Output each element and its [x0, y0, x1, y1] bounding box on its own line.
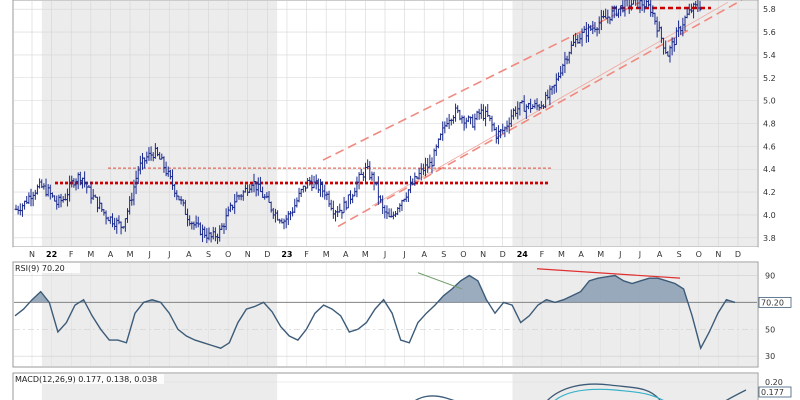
- date-tick-label: 24: [517, 250, 529, 259]
- price-tick-label: 4.6: [763, 142, 776, 151]
- macd-value-label: 0.177: [761, 388, 784, 397]
- macd-title: MACD(12,26,9) 0.177, 0.138, 0.038: [15, 375, 157, 384]
- date-tick-label: M: [362, 250, 369, 259]
- date-tick-label: J: [167, 250, 170, 259]
- price-tick-label: 4.0: [763, 211, 776, 220]
- rsi-tick-label: 30: [765, 352, 775, 361]
- date-tick-label: J: [147, 250, 150, 259]
- macd-value-tag: [758, 386, 792, 398]
- date-tick-label: A: [186, 250, 192, 259]
- price-tick-label: 4.4: [763, 165, 776, 174]
- rsi-axis-labels: 3050709070.20: [758, 271, 792, 361]
- price-tick-label: 5.4: [763, 51, 776, 60]
- channel-trendline: [322, 1, 641, 161]
- year-band: [512, 263, 757, 366]
- date-tick-label: F: [69, 250, 74, 259]
- date-tick-label: 23: [281, 250, 292, 259]
- date-tick-label: N: [29, 250, 35, 259]
- date-tick-label: S: [441, 250, 446, 259]
- date-tick-label: O: [696, 250, 702, 259]
- date-tick-label: M: [597, 250, 604, 259]
- rsi-divergence-line: [417, 272, 463, 290]
- date-tick-label: S: [206, 250, 211, 259]
- rsi-tick-label: 90: [765, 271, 775, 280]
- rsi-trendlines: [417, 268, 681, 290]
- macd-line: [725, 389, 747, 400]
- macd-axis-labels: 0.200.177: [758, 378, 792, 398]
- date-axis-strip: [13, 247, 758, 261]
- date-tick-label: N: [245, 250, 251, 259]
- channel-trendline: [337, 0, 743, 228]
- date-tick-label: M: [87, 250, 94, 259]
- date-tick-label: O: [225, 250, 231, 259]
- date-tick-label: 22: [46, 250, 57, 259]
- rsi-title: RSI(9) 70.20: [15, 264, 65, 273]
- date-tick-label: A: [657, 250, 663, 259]
- rsi-overbought-area: [29, 275, 735, 303]
- date-tick-label: J: [383, 250, 386, 259]
- price-tick-label: 5.6: [763, 28, 776, 37]
- rsi-value-tag: [758, 296, 792, 308]
- macd-tick-label: 0.20: [765, 378, 783, 387]
- rsi-tick-label: 50: [765, 325, 775, 334]
- date-tick-label: A: [108, 250, 114, 259]
- date-tick-label: A: [578, 250, 584, 259]
- date-tick-label: A: [343, 250, 349, 259]
- date-tick-label: N: [715, 250, 721, 259]
- date-tick-label: M: [127, 250, 134, 259]
- date-tick-label: J: [402, 250, 405, 259]
- macd-title-box: [14, 374, 164, 384]
- rsi-year-shading: [41, 263, 757, 366]
- price-tick-label: 5.0: [763, 97, 776, 106]
- macd-line: [414, 395, 455, 400]
- date-tick-label: N: [480, 250, 486, 259]
- date-tick-label: D: [264, 250, 270, 259]
- rsi-line: [14, 274, 736, 351]
- date-tick-label: F: [540, 250, 545, 259]
- date-tick-label: S: [677, 250, 682, 259]
- price-tick-label: 3.8: [763, 234, 776, 243]
- price-tick-label: 5.8: [763, 5, 776, 14]
- date-tick-label: A: [421, 250, 427, 259]
- macd-line: [547, 383, 661, 400]
- date-axis-labels: N 22 F M A M J J A S O N D 23 F M A M J J A S O N D 24 F M A M J J A S O N D: [29, 250, 741, 259]
- macd-signal-line: [554, 388, 664, 400]
- date-tick-label: J: [618, 250, 621, 259]
- date-tick-label: D: [500, 250, 506, 259]
- rsi-overbought-fill: [14, 274, 736, 351]
- ohlc-bars: [14, 0, 702, 245]
- price-tick-label: 4.8: [763, 120, 776, 129]
- price-tick-label: 4.2: [763, 188, 776, 197]
- date-tick-label: D: [735, 250, 741, 259]
- date-tick-label: M: [323, 250, 330, 259]
- year-band: [41, 263, 278, 366]
- date-tick-label: O: [460, 250, 466, 259]
- rsi-divergence-line: [536, 268, 681, 279]
- year-band: [512, 374, 757, 400]
- rsi-value-label: 70.20: [761, 298, 784, 307]
- date-tick-label: J: [638, 250, 641, 259]
- price-tick-label: 5.2: [763, 74, 776, 83]
- date-tick-label: M: [558, 250, 565, 259]
- price-gridlines: [14, 1, 757, 246]
- date-tick-label: F: [304, 250, 309, 259]
- rsi-title-box: [14, 263, 80, 273]
- price-axis-labels: 3.8 4.0 4.2 4.4 4.6 4.8 5.0 5.2 5.4 5.6 5.8: [763, 5, 776, 243]
